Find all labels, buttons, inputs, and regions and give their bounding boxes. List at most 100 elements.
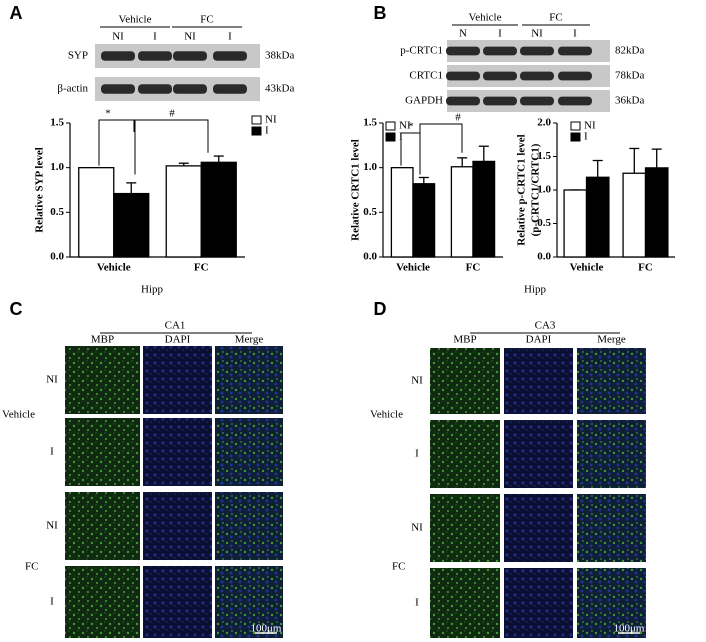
row-label: I [415,448,419,460]
lane-label: NI [112,31,124,43]
y-tick-label: 0.5 [537,217,551,229]
scale-label: 100μm [614,623,645,635]
micrograph [215,346,283,414]
bar [563,189,588,258]
y-tick-label: 0.0 [50,251,64,263]
y-tick-label: 1.0 [363,161,377,173]
group-label: Vehicle [370,409,403,421]
band [138,51,172,61]
region-label: CA1 [165,320,186,332]
y-tick-label: 1.5 [363,117,377,129]
blot-group: FC [549,12,562,24]
significance-mark: * [408,121,414,133]
blot-row-label: p-CRTC1 [400,45,443,57]
blot-group: Vehicle [469,12,502,24]
x-tick-label: Vehicle [570,262,604,274]
significance-mark: # [455,112,461,124]
scale-label: 100μm [251,623,282,635]
x-tick-label: FC [638,262,653,274]
panel-label: D [374,299,387,319]
significance-mark: * [105,108,111,120]
panel-label: C [10,299,23,319]
bar [644,167,669,258]
micrograph [430,348,500,414]
micrograph [577,494,646,562]
row-label: I [50,446,54,458]
legend-swatch [251,115,262,125]
y-tick-label: 1.0 [50,161,64,173]
x-tick-label: FC [194,262,209,274]
legend-label: I [584,131,588,143]
micrograph [65,566,140,638]
legend-label: NI [399,120,411,132]
band [558,96,592,106]
micrograph [65,418,140,486]
lane-label: N [459,28,467,40]
row-label: NI [411,522,423,534]
band [101,51,135,61]
column-label: MBP [453,334,476,346]
micrograph [430,568,500,638]
blot-size: 36kDa [615,95,644,107]
micrograph [577,420,646,488]
y-tick-label: 1.0 [537,184,551,196]
row-label: I [415,597,419,609]
x-tick-label: Vehicle [396,262,430,274]
row-label: NI [411,375,423,387]
band [173,84,207,94]
x-tick-label: FC [466,262,481,274]
blot-size: 82kDa [615,45,644,57]
lane-label: NI [531,28,543,40]
micrograph [577,568,646,638]
micrograph [215,418,283,486]
band [446,96,480,106]
region-label: CA3 [535,320,556,332]
legend-label: I [265,125,269,137]
column-label: MBP [91,334,114,346]
legend-swatch [385,121,396,131]
panel-label: B [374,3,387,23]
significance-bracket [419,123,463,153]
column-label: Merge [235,334,264,346]
micrograph [143,418,212,486]
bar [200,161,237,258]
column-label: DAPI [165,334,191,346]
band [483,46,517,56]
y-axis-label: Relative SYP level [34,147,46,233]
blot-size: 43kDa [265,83,294,95]
y-tick-label: 1.5 [50,117,64,129]
band [483,96,517,106]
legend-swatch [570,121,581,131]
micrograph [504,348,573,414]
significance-mark: # [169,108,175,120]
bar [412,183,436,258]
x-axis-label: Hipp [141,284,164,296]
micrograph [504,420,573,488]
blot-row-label: GAPDH [405,95,443,107]
x-tick-label: Vehicle [97,262,131,274]
band [520,96,554,106]
band [173,51,207,61]
y-tick-label: 0.0 [537,251,551,263]
y-tick-label: 2.0 [537,117,551,129]
significance-bracket [98,119,136,175]
band [558,71,592,81]
lane-label: I [228,31,232,43]
bar [472,160,496,258]
blot-size: 38kDa [265,50,294,62]
micrograph [215,566,283,638]
bar [78,167,115,258]
micrograph [143,566,212,638]
x-axis-label: Hipp [524,284,547,296]
blot-row-label: β-actin [57,83,88,95]
band [213,51,247,61]
column-label: DAPI [526,334,552,346]
group-label: FC [25,561,38,573]
lane-label: I [498,28,502,40]
bar [390,167,414,258]
band [213,84,247,94]
y-axis-label: Relative CRTC1 level [350,139,362,241]
row-label: NI [46,520,58,532]
band [558,46,592,56]
legend-swatch [251,126,262,136]
